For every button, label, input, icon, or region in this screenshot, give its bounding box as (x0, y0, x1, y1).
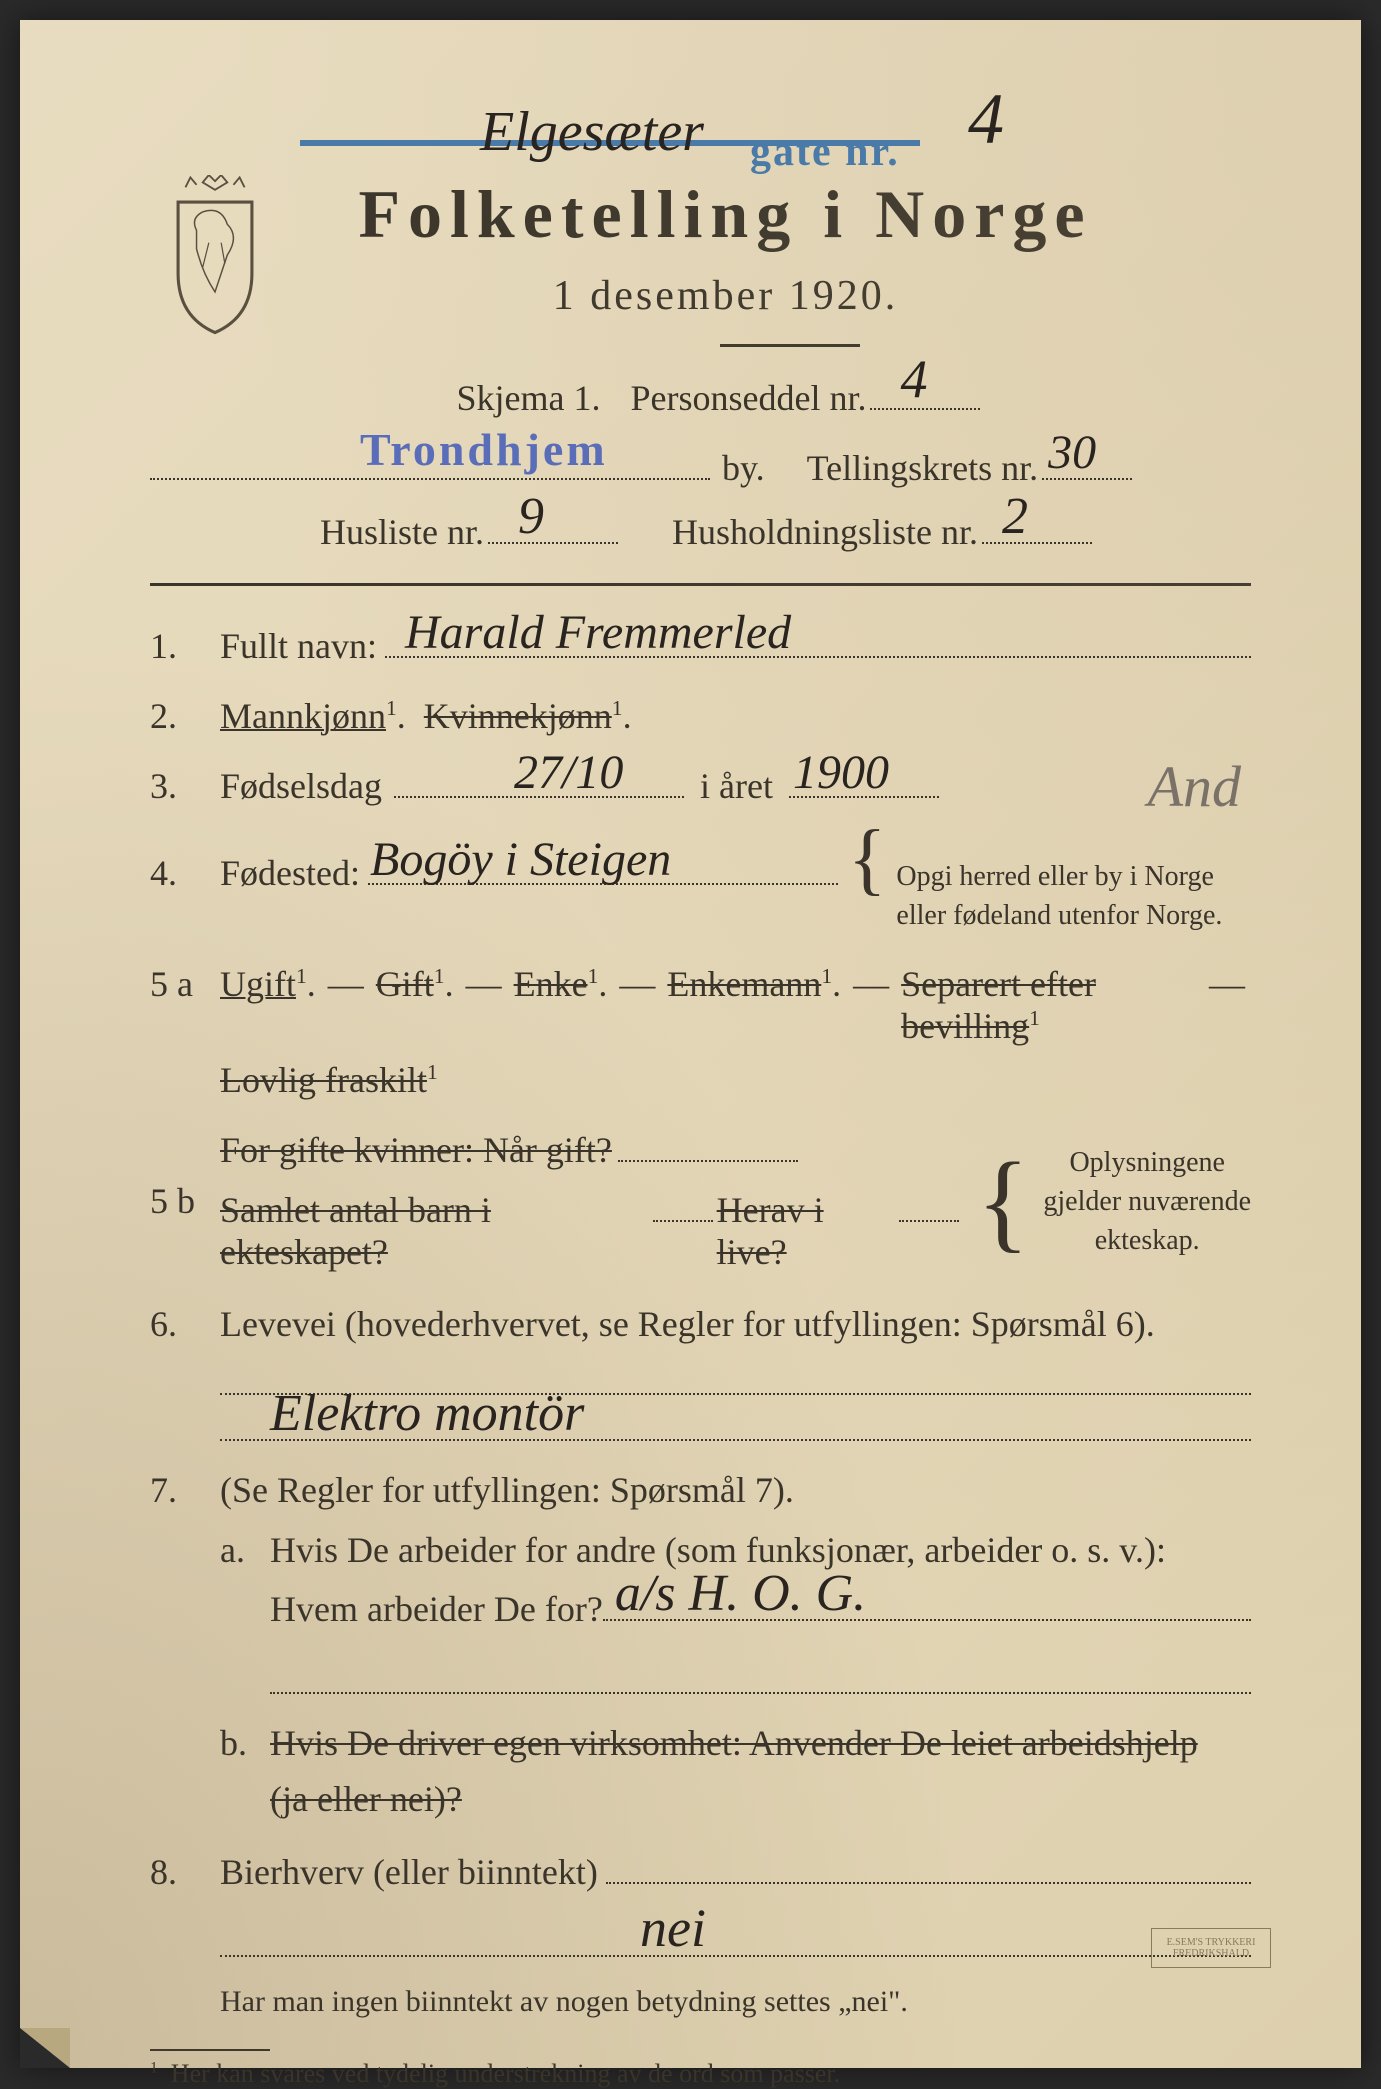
birthplace-value: Bogöy i Steigen (370, 832, 671, 887)
form-title: Folketelling i Norge (200, 175, 1251, 254)
birthplace-note: Opgi herred eller by i Norge eller fødel… (896, 857, 1222, 935)
gate-stamp: gate nr. (750, 128, 900, 176)
field-5a-marital: 5 a Ugift1. — Gift1. — Enke1. — Enkemann… (150, 963, 1251, 1047)
city-stamp: Trondhjem (360, 423, 608, 476)
field-7a-line2: Hvem arbeider De for? a/s H. O. G. (150, 1585, 1251, 1630)
city-row: Trondhjem by. Tellingskrets nr. 30 (150, 447, 1251, 489)
husholdning-label: Husholdningsliste nr. (672, 511, 978, 553)
skjema-row: Skjema 1. Personseddel nr. 4 (190, 377, 1251, 419)
title-underline (720, 344, 860, 347)
field-6-value-row: Elektro montör (150, 1405, 1251, 1441)
secondary-value: nei (640, 1897, 706, 1959)
husholdning-value: 2 (1002, 487, 1028, 546)
personseddel-label: Personseddel nr. (631, 377, 867, 419)
field-5b-married-women: 5 b For gifte kvinner: Når gift? Samlet … (150, 1129, 1251, 1273)
gender-female: Kvinnekjønn (424, 696, 612, 736)
occupation-value: Elektro montör (270, 1384, 584, 1443)
form-subtitle: 1 desember 1920. (200, 272, 1251, 320)
field-8-secondary: 8. Bierhverv (eller biinntekt) (150, 1848, 1251, 1893)
tellingskrets-label: Tellingskrets nr. (807, 447, 1038, 489)
field-4-birthplace: 4. Fødested: Bogöy i Steigen { Opgi herr… (150, 835, 1251, 935)
field-7b-line2: (ja eller nei)? (150, 1778, 1251, 1820)
field-7a-blank (150, 1658, 1251, 1694)
tellingskrets-value: 30 (1048, 425, 1096, 480)
street-number-handwritten: 4 (968, 78, 1004, 161)
birth-day: 27/10 (514, 745, 623, 800)
street-name-handwritten: Elgesæter (480, 100, 704, 164)
employer-value: a/s H. O. G. (615, 1564, 866, 1623)
personseddel-value: 4 (900, 348, 927, 410)
gender-male: Mannkjønn (220, 696, 386, 736)
census-form-page: gate nr. Elgesæter 4 Folketelling i Norg… (20, 20, 1361, 2068)
husliste-label: Husliste nr. (320, 511, 484, 553)
footnote: 1 Her kan svares ved tydelig understrekn… (150, 2059, 1251, 2089)
birth-year: 1900 (793, 745, 889, 800)
field-5a-line2: Lovlig fraskilt1 (150, 1059, 1251, 1101)
printer-mark: E.SEM'S TRYKKERIFREDRIKSHALD (1151, 1928, 1271, 1968)
by-label: by. (722, 447, 765, 489)
field-6-occupation: 6. Levevei (hovederhvervet, se Regler fo… (150, 1303, 1251, 1345)
field-7b-line1: b. Hvis De driver egen virksomhet: Anven… (150, 1722, 1251, 1764)
pencil-annotation: And (1148, 753, 1241, 820)
marriage-note: Oplysningene gjelder nuværende ekteskap. (1043, 1143, 1251, 1261)
field-2-gender: 2. Mannkjønn1. Kvinnekjønn1. (150, 695, 1251, 737)
main-divider (150, 583, 1251, 586)
norway-crest-icon (150, 175, 280, 335)
name-value: Harald Fremmerled (405, 605, 791, 660)
page-corner-fold (20, 2028, 70, 2068)
footnote-rule (150, 2049, 270, 2051)
field-3-birthdate: 3. Fødselsdag 27/10 i året 1900 And (150, 765, 1251, 807)
field-7: 7. (Se Regler for utfyllingen: Spørsmål … (150, 1469, 1251, 1511)
field-8-note: Har man ingen biinntekt av nogen betydni… (150, 1985, 1251, 2019)
field-1-name: 1. Fullt navn: Harald Fremmerled (150, 622, 1251, 667)
husliste-value: 9 (518, 487, 544, 546)
field-8-value-row: nei (150, 1921, 1251, 1957)
skjema-label: Skjema 1. (457, 377, 601, 419)
husliste-row: Husliste nr. 9 Husholdningsliste nr. 2 (150, 511, 1251, 553)
